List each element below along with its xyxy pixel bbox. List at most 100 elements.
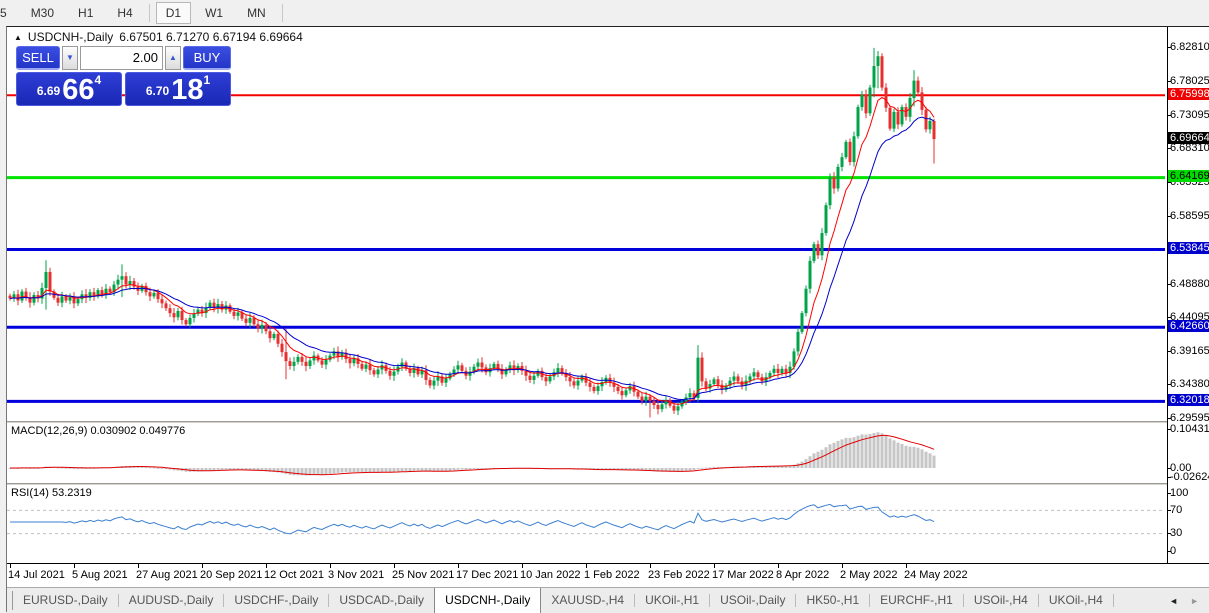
timeframe-button-h4[interactable]: H4 bbox=[117, 6, 133, 20]
buy-price-display[interactable]: 6.70 18 1 bbox=[125, 72, 231, 106]
buy-price-big: 18 bbox=[171, 74, 204, 106]
price-level-badge: 6.32018 bbox=[1168, 394, 1209, 406]
macd-axis-label: -0.026249 bbox=[1170, 471, 1209, 483]
price-level-badge: 6.75998 bbox=[1168, 88, 1209, 100]
symbol-tab-eurusd-daily[interactable]: EURUSD-,Daily bbox=[23, 593, 108, 607]
tab-separator bbox=[117, 594, 119, 607]
price-grid-label: 6.39165 bbox=[1170, 345, 1209, 357]
rsi-pane[interactable]: RSI(14) 53.2319 bbox=[7, 485, 1167, 563]
date-tick bbox=[394, 564, 395, 568]
candlestick-chart[interactable] bbox=[7, 27, 1167, 421]
collapse-panel-icon[interactable]: ▲ bbox=[14, 32, 22, 42]
chart-window: ▲ USDCNH-,Daily 6.67501 6.71270 6.67194 … bbox=[6, 26, 1209, 613]
symbol-tab-xauusd-h4[interactable]: XAUUSD-,H4 bbox=[551, 593, 625, 607]
date-tick bbox=[74, 564, 75, 568]
volume-decrease-button[interactable]: ▼ bbox=[62, 46, 78, 70]
axis-tick bbox=[1167, 384, 1171, 385]
date-tick bbox=[522, 564, 523, 568]
date-label: 17 Mar 2022 bbox=[712, 569, 774, 581]
axis-tick bbox=[1167, 148, 1171, 149]
price-grid-label: 6.34380 bbox=[1170, 378, 1209, 390]
sell-price-pip: 4 bbox=[94, 73, 102, 87]
symbol-tab-usdcad-daily[interactable]: USDCAD-,Daily bbox=[339, 593, 425, 607]
date-label: 12 Oct 2021 bbox=[264, 569, 324, 581]
macd-label: MACD(12,26,9) 0.030902 0.049776 bbox=[11, 425, 186, 437]
price-grid-label: 6.58595 bbox=[1170, 210, 1209, 222]
timeframe-button-m30[interactable]: M30 bbox=[30, 6, 55, 20]
date-label: 14 Jul 2021 bbox=[8, 569, 65, 581]
symbol-tab-usdchf-daily[interactable]: USDCHF-,Daily bbox=[234, 593, 319, 607]
macd-pane[interactable]: MACD(12,26,9) 0.030902 0.049776 bbox=[7, 423, 1167, 483]
tab-scroll-left-icon[interactable]: ◄ bbox=[1169, 595, 1179, 606]
symbol-tab-eurchf-h1[interactable]: EURCHF-,H1 bbox=[880, 593, 953, 607]
date-label: 3 Nov 2021 bbox=[328, 569, 385, 581]
axis-tick bbox=[1167, 418, 1171, 419]
date-axis: 14 Jul 2021 5 Aug 2021 27 Aug 2021 20 Sep 2… bbox=[7, 563, 1209, 587]
timeframe-button-w1[interactable]: W1 bbox=[205, 6, 224, 20]
date-label: 8 Apr 2022 bbox=[776, 569, 830, 581]
timeframe-button-mn[interactable]: MN bbox=[247, 6, 266, 20]
date-tick bbox=[266, 564, 267, 568]
tab-separator bbox=[223, 594, 225, 607]
volume-increase-button[interactable]: ▲ bbox=[165, 46, 181, 70]
symbol-tab-audusd-daily[interactable]: AUDUSD-,Daily bbox=[128, 593, 214, 607]
pane-splitter[interactable] bbox=[7, 421, 1209, 423]
symbol-tab-hk50-h1[interactable]: HK50-,H1 bbox=[806, 593, 860, 607]
date-label: 10 Jan 2022 bbox=[520, 569, 581, 581]
axis-tick bbox=[1167, 81, 1171, 82]
axis-tick bbox=[1167, 284, 1171, 285]
tab-separator bbox=[869, 594, 871, 607]
timeframe-button-h1[interactable]: H1 bbox=[78, 6, 94, 20]
axis-tick bbox=[1167, 477, 1171, 478]
price-grid-label: 6.48880 bbox=[1170, 278, 1209, 290]
symbol-tab-usdcnh-daily[interactable]: USDCNH-,Daily bbox=[434, 588, 542, 613]
symbol-tab-usoil-daily[interactable]: USOil-,Daily bbox=[720, 593, 786, 607]
sell-price-display[interactable]: 6.69 66 4 bbox=[16, 72, 122, 106]
axis-tick bbox=[1167, 510, 1171, 511]
rsi-axis-label: 0 bbox=[1170, 545, 1177, 557]
tab-separator bbox=[1112, 594, 1114, 607]
rsi-axis-label: 70 bbox=[1170, 504, 1183, 516]
volume-input[interactable]: 2.00 bbox=[80, 46, 163, 70]
date-label: 24 May 2022 bbox=[904, 569, 968, 581]
axis-tick bbox=[1167, 216, 1171, 217]
toolbar-divider bbox=[148, 4, 150, 22]
tab-separator bbox=[709, 594, 711, 607]
price-chart-pane[interactable]: ▲ USDCNH-,Daily 6.67501 6.71270 6.67194 … bbox=[7, 27, 1167, 421]
date-label: 17 Dec 2021 bbox=[456, 569, 519, 581]
partial-tab[interactable] bbox=[7, 591, 13, 610]
one-click-trade-panel: SELL ▼ 2.00 ▲ BUY 6.69 66 4 6.70 18 1 bbox=[16, 46, 231, 106]
axis-tick bbox=[1167, 533, 1171, 534]
pane-splitter[interactable] bbox=[7, 483, 1209, 485]
timeframe-button-5[interactable]: 5 bbox=[0, 6, 7, 20]
symbol-tab-usoil-h4[interactable]: USOil-,H4 bbox=[973, 593, 1028, 607]
date-label: 2 May 2022 bbox=[840, 569, 898, 581]
symbol-tab-ukoil-h1[interactable]: UKOil-,H1 bbox=[645, 593, 700, 607]
timeframe-button-d1[interactable]: D1 bbox=[155, 2, 192, 24]
axis-tick bbox=[1167, 317, 1171, 318]
symbol-tab-ukoil-h4[interactable]: UKOil-,H4 bbox=[1048, 593, 1103, 607]
toolbar-divider bbox=[281, 4, 283, 22]
price-level-badge: 6.69664 bbox=[1168, 132, 1209, 144]
price-grid-label: 6.68310 bbox=[1170, 142, 1209, 154]
sell-button[interactable]: SELL bbox=[16, 46, 60, 70]
price-grid-label: 6.29595 bbox=[1170, 412, 1209, 424]
date-tick bbox=[778, 564, 779, 568]
axis-tick bbox=[1167, 468, 1171, 469]
price-level-badge: 6.42660 bbox=[1168, 320, 1209, 332]
tab-separator bbox=[634, 594, 636, 607]
date-label: 20 Sep 2021 bbox=[200, 569, 263, 581]
buy-price-handle: 6.70 bbox=[145, 84, 170, 98]
date-label: 27 Aug 2021 bbox=[136, 569, 198, 581]
tab-scroll-right-icon[interactable]: ► bbox=[1190, 595, 1199, 606]
sell-price-handle: 6.69 bbox=[36, 84, 61, 98]
price-axis: 6.82810 6.78025 6.73095 6.68310 6.63525 6.585… bbox=[1167, 27, 1209, 563]
axis-tick bbox=[1167, 551, 1171, 552]
buy-button[interactable]: BUY bbox=[183, 46, 231, 70]
rsi-plot bbox=[7, 503, 1165, 535]
axis-tick bbox=[1167, 493, 1171, 494]
axis-tick bbox=[1167, 351, 1171, 352]
date-label: 23 Feb 2022 bbox=[648, 569, 710, 581]
price-grid-label: 6.78025 bbox=[1170, 75, 1209, 87]
rsi-axis-label: 30 bbox=[1170, 527, 1183, 539]
